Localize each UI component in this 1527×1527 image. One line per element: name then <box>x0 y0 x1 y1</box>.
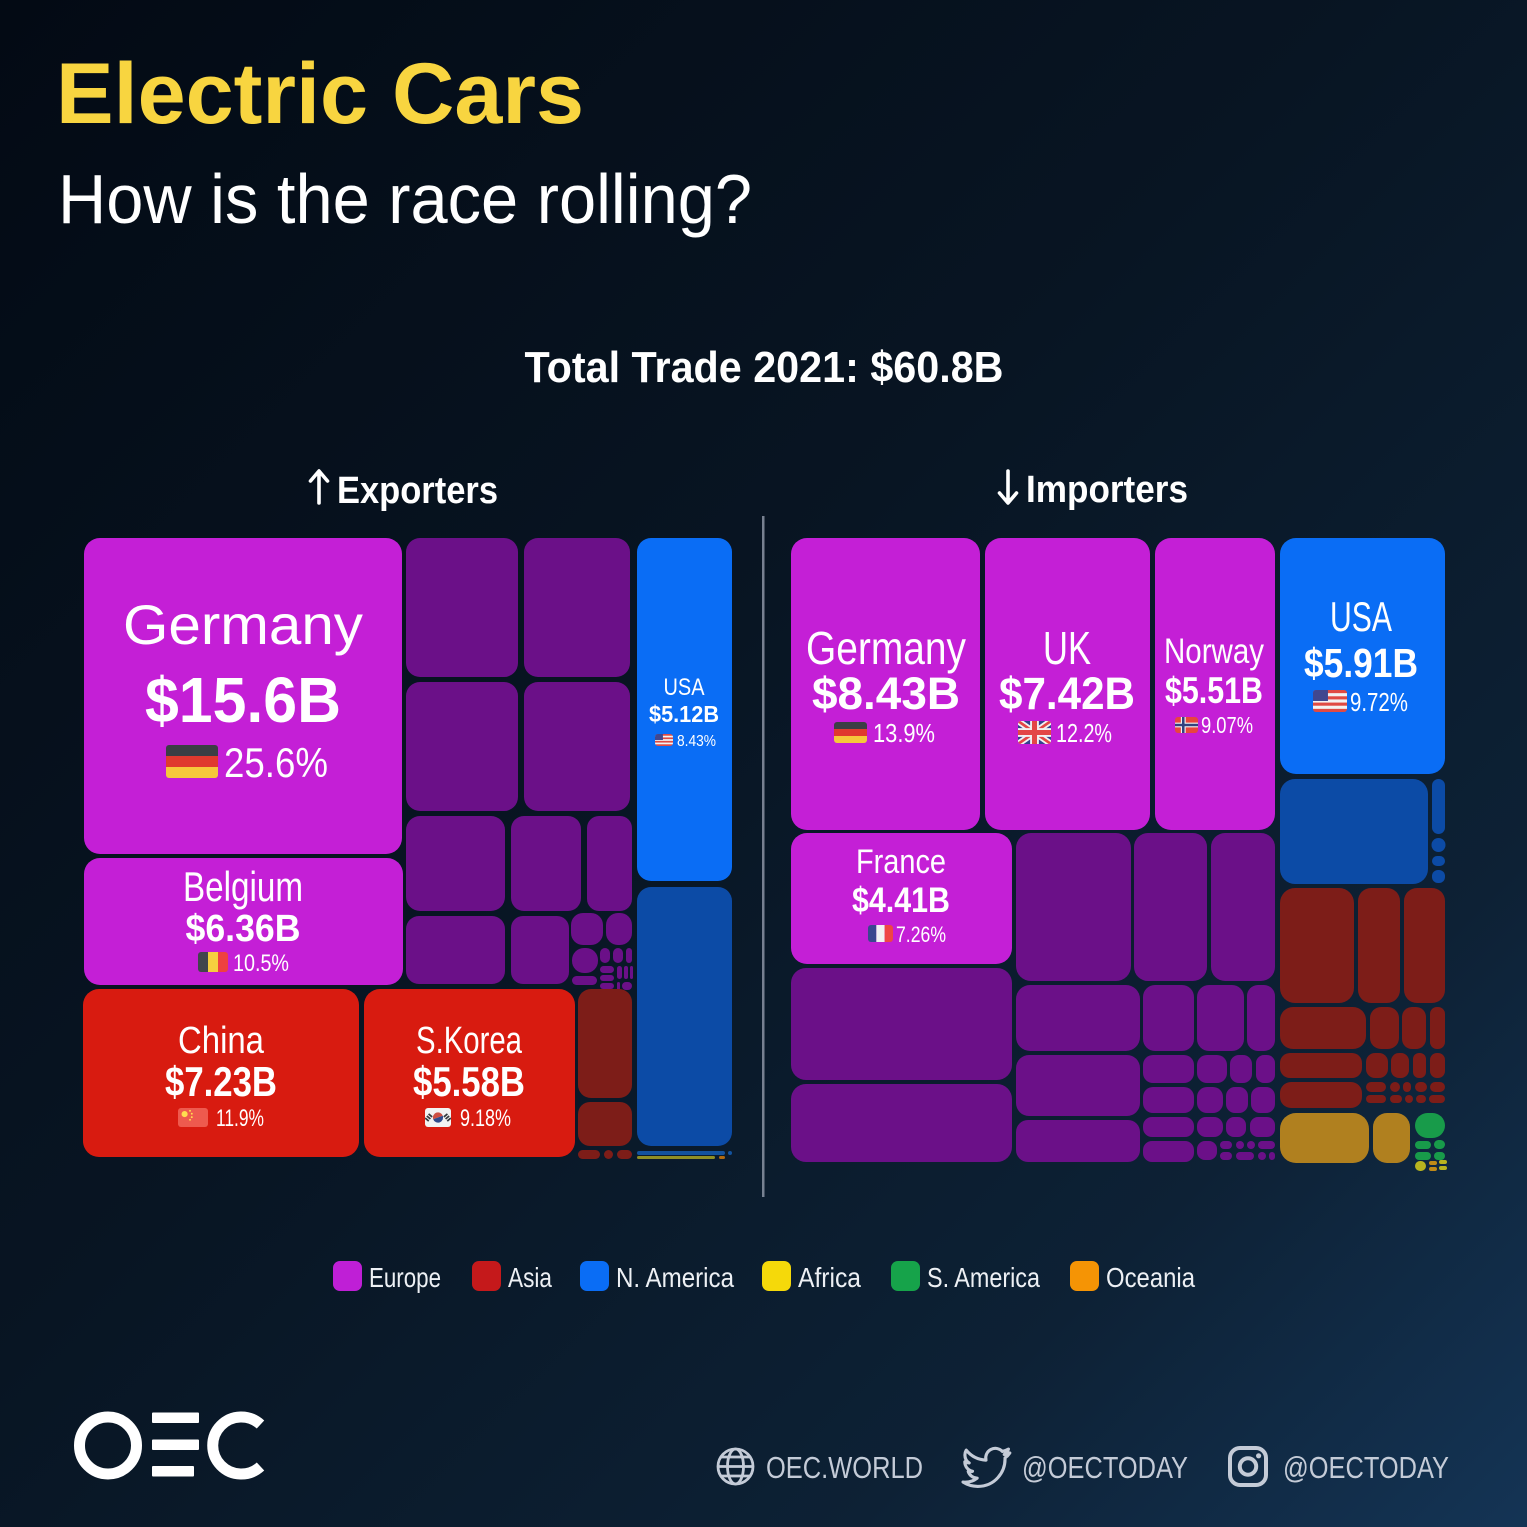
svg-text:$5.58B: $5.58B <box>413 1058 525 1105</box>
svg-text:USA: USA <box>1330 593 1392 640</box>
svg-text:Norway: Norway <box>1164 632 1264 671</box>
svg-text:USA: USA <box>664 674 705 701</box>
svg-text:9.07%: 9.07% <box>1201 712 1253 738</box>
svg-text:Africa: Africa <box>798 1262 861 1293</box>
svg-text:$5.51B: $5.51B <box>1165 670 1263 711</box>
svg-text:Electric Cars: Electric Cars <box>56 46 584 142</box>
svg-text:$4.41B: $4.41B <box>852 881 950 920</box>
svg-text:$15.6B: $15.6B <box>145 664 341 736</box>
svg-text:@OECTODAY: @OECTODAY <box>1022 1450 1188 1485</box>
svg-text:11.9%: 11.9% <box>216 1105 264 1132</box>
svg-text:8.43%: 8.43% <box>677 733 716 750</box>
svg-text:$5.12B: $5.12B <box>649 701 719 727</box>
svg-text:Asia: Asia <box>508 1262 552 1293</box>
svg-text:$7.42B: $7.42B <box>999 668 1135 719</box>
svg-text:Belgium: Belgium <box>183 863 303 910</box>
svg-text:Germany: Germany <box>123 593 363 656</box>
svg-text:$5.91B: $5.91B <box>1304 640 1418 686</box>
svg-text:7.26%: 7.26% <box>896 922 946 947</box>
svg-text:Importers: Importers <box>1026 469 1188 511</box>
svg-text:France: France <box>856 843 946 881</box>
svg-text:N. America: N. America <box>616 1262 734 1293</box>
svg-text:Total Trade 2021: $60.8B: Total Trade 2021: $60.8B <box>525 343 1004 392</box>
svg-text:12.2%: 12.2% <box>1056 718 1112 748</box>
svg-text:China: China <box>178 1020 265 1062</box>
svg-text:13.9%: 13.9% <box>873 718 935 748</box>
svg-text:Germany: Germany <box>806 622 966 674</box>
svg-text:Oceania: Oceania <box>1106 1262 1195 1293</box>
svg-text:$8.43B: $8.43B <box>812 668 960 719</box>
svg-text:UK: UK <box>1043 622 1091 674</box>
svg-text:How is the race rolling?: How is the race rolling? <box>58 160 752 238</box>
svg-text:S.Korea: S.Korea <box>416 1020 523 1062</box>
svg-text:10.5%: 10.5% <box>233 950 289 977</box>
svg-text:OEC.WORLD: OEC.WORLD <box>766 1450 923 1485</box>
svg-text:9.72%: 9.72% <box>1350 687 1408 717</box>
svg-text:$7.23B: $7.23B <box>165 1058 277 1105</box>
svg-text:9.18%: 9.18% <box>460 1105 511 1132</box>
svg-text:25.6%: 25.6% <box>224 739 328 786</box>
svg-text:Exporters: Exporters <box>337 470 498 512</box>
svg-text:Europe: Europe <box>369 1262 441 1293</box>
svg-text:$6.36B: $6.36B <box>186 908 301 950</box>
svg-text:S. America: S. America <box>927 1262 1040 1293</box>
svg-text:@OECTODAY: @OECTODAY <box>1283 1450 1449 1485</box>
